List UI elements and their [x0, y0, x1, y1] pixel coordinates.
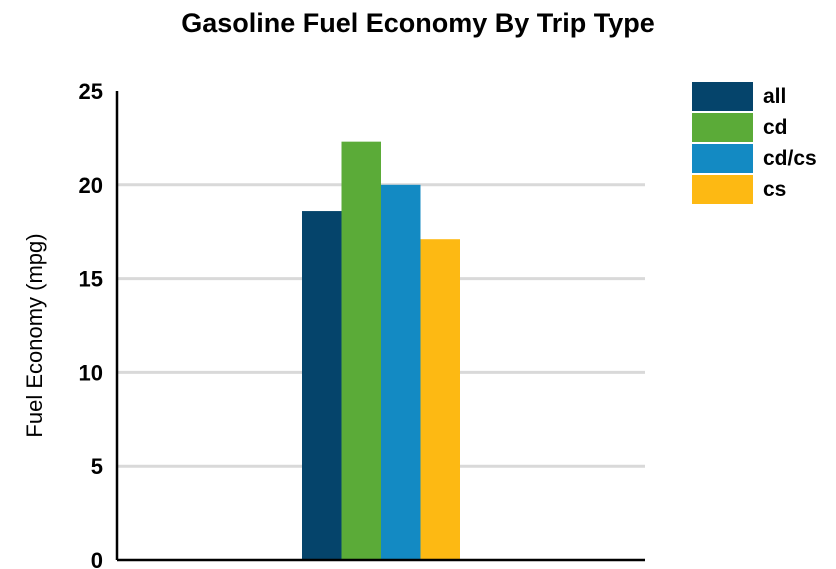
y-tick-label-0: 0: [91, 548, 103, 569]
y-tick-label-10: 10: [79, 360, 103, 385]
bar-cd-cs: [381, 184, 421, 561]
bar-cd: [341, 141, 381, 561]
chart-title: Gasoline Fuel Economy By Trip Type: [181, 8, 655, 38]
bars: [302, 141, 460, 561]
legend-label-cs: cs: [763, 178, 786, 201]
y-tick-label-15: 15: [79, 267, 103, 292]
legend-swatch-cs: [692, 175, 753, 204]
bar-all: [302, 211, 342, 560]
legend-label-cd: cd: [763, 116, 788, 139]
y-tick-label-25: 25: [79, 79, 103, 104]
y-tick-label-20: 20: [79, 173, 103, 198]
legend-swatch-cd: [692, 113, 753, 142]
bar-cs: [420, 239, 460, 561]
legend-label-cd-cs: cd/cs: [763, 147, 817, 170]
y-tick-label-5: 5: [91, 454, 103, 479]
legend-label-all: all: [763, 85, 786, 108]
legend-swatch-all: [692, 82, 753, 111]
legend: all cd cd/cs cs: [692, 82, 817, 204]
y-tick-labels: 0 5 10 15 20 25: [79, 79, 103, 569]
y-axis-title: Fuel Economy (mpg): [22, 233, 47, 437]
legend-swatch-cd-cs: [692, 144, 753, 173]
